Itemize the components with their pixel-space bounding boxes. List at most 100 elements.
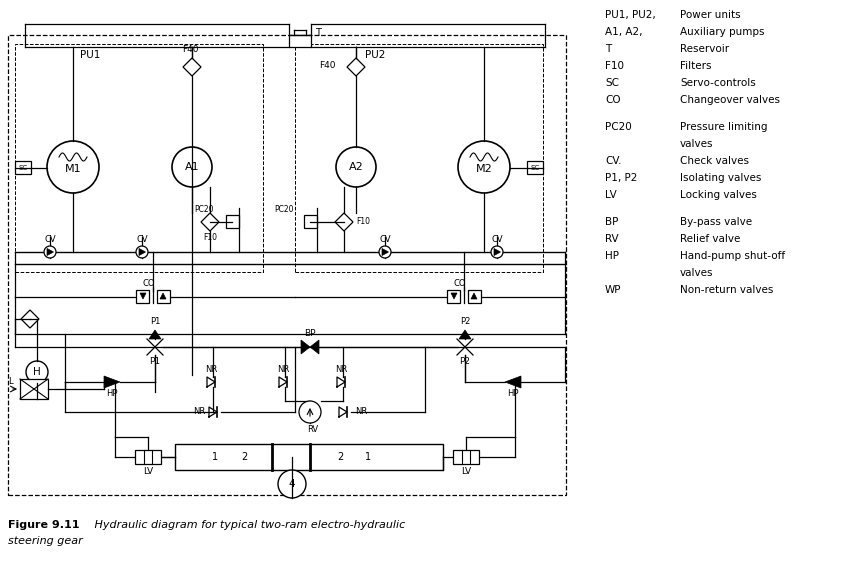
Text: Hydraulic diagram for typical two-ram electro-hydraulic: Hydraulic diagram for typical two-ram el… — [84, 520, 405, 530]
Polygon shape — [104, 376, 120, 388]
Text: LV: LV — [143, 467, 153, 476]
Text: P2: P2 — [460, 357, 471, 366]
Text: NR: NR — [193, 408, 205, 417]
Text: HP: HP — [106, 390, 118, 399]
Bar — [226, 215, 239, 228]
Polygon shape — [160, 293, 166, 299]
Circle shape — [26, 361, 48, 383]
Text: WP: WP — [605, 285, 621, 295]
Bar — [136, 290, 149, 303]
Text: HP: HP — [508, 390, 519, 399]
Polygon shape — [347, 58, 365, 76]
Text: valves: valves — [680, 268, 714, 278]
Text: PU1: PU1 — [80, 50, 100, 60]
Text: Reservoir: Reservoir — [680, 44, 729, 54]
Polygon shape — [21, 310, 39, 328]
Polygon shape — [459, 330, 471, 339]
Polygon shape — [201, 213, 219, 231]
Text: T: T — [605, 44, 611, 54]
Text: PU2: PU2 — [365, 50, 385, 60]
Circle shape — [336, 147, 376, 187]
Text: A1: A1 — [185, 162, 199, 172]
Circle shape — [172, 147, 212, 187]
Bar — [468, 290, 481, 303]
Bar — [20, 379, 48, 399]
Text: Power units: Power units — [680, 10, 740, 20]
Bar — [8, 35, 566, 495]
Bar — [175, 444, 443, 470]
Text: F40: F40 — [319, 61, 336, 70]
Polygon shape — [494, 248, 501, 256]
Text: A1, A2,: A1, A2, — [605, 27, 643, 37]
Bar — [453, 450, 479, 464]
Bar — [289, 35, 311, 47]
Circle shape — [278, 470, 306, 498]
Text: steering gear: steering gear — [8, 536, 83, 546]
Text: valves: valves — [680, 139, 714, 149]
Bar — [447, 290, 460, 303]
Circle shape — [299, 401, 321, 423]
Text: LV: LV — [605, 190, 617, 200]
Text: F10: F10 — [203, 232, 217, 242]
Text: P1, P2: P1, P2 — [605, 173, 638, 183]
Text: M2: M2 — [476, 164, 492, 174]
Text: 1: 1 — [212, 452, 218, 462]
Text: BP: BP — [605, 217, 618, 227]
Text: SC: SC — [531, 165, 539, 171]
Polygon shape — [183, 58, 201, 76]
Bar — [15, 161, 31, 174]
Text: NR: NR — [276, 366, 289, 374]
Polygon shape — [382, 248, 389, 256]
Text: NR: NR — [335, 366, 348, 374]
Circle shape — [379, 246, 391, 258]
Bar — [15, 44, 263, 272]
Text: PC20: PC20 — [194, 205, 214, 214]
Text: F40: F40 — [181, 45, 199, 54]
Text: F10: F10 — [356, 218, 370, 226]
Polygon shape — [301, 340, 310, 354]
Text: T: T — [315, 28, 321, 38]
Bar — [295, 44, 543, 272]
Text: Servo-controls: Servo-controls — [680, 78, 756, 88]
Text: Figure 9.11: Figure 9.11 — [8, 520, 80, 530]
Circle shape — [458, 141, 510, 193]
Text: RV: RV — [307, 425, 318, 434]
Text: CO: CO — [605, 95, 621, 105]
Text: Filters: Filters — [680, 61, 711, 71]
Text: PC20: PC20 — [275, 205, 294, 214]
Text: Non-return valves: Non-return valves — [680, 285, 773, 295]
Text: NR: NR — [355, 408, 367, 417]
Text: F10: F10 — [605, 61, 624, 71]
Text: By-pass valve: By-pass valve — [680, 217, 752, 227]
Text: P1: P1 — [150, 357, 161, 366]
Text: Hand-pump shut-off: Hand-pump shut-off — [680, 251, 785, 261]
Bar — [304, 215, 317, 228]
Text: Check valves: Check valves — [680, 156, 749, 166]
Text: L: L — [8, 378, 12, 387]
Polygon shape — [471, 293, 477, 299]
Text: A2: A2 — [348, 162, 364, 172]
Text: PC20: PC20 — [605, 122, 632, 132]
Text: CV: CV — [491, 235, 502, 244]
Text: H: H — [33, 367, 41, 377]
Text: BP: BP — [304, 328, 316, 337]
Bar — [527, 161, 543, 174]
Bar — [135, 450, 161, 464]
Polygon shape — [149, 330, 161, 339]
Polygon shape — [140, 293, 146, 299]
Text: LV: LV — [461, 467, 471, 476]
Text: NR: NR — [205, 366, 217, 374]
Text: Changeover valves: Changeover valves — [680, 95, 780, 105]
Polygon shape — [505, 376, 521, 388]
Text: CV: CV — [136, 235, 148, 244]
Polygon shape — [139, 248, 146, 256]
Text: CV.: CV. — [605, 156, 621, 166]
Polygon shape — [335, 213, 353, 231]
Text: P2: P2 — [460, 316, 470, 325]
Polygon shape — [451, 293, 457, 299]
Text: M1: M1 — [65, 164, 81, 174]
Circle shape — [136, 246, 148, 258]
Text: RV: RV — [605, 234, 619, 244]
Polygon shape — [47, 248, 53, 256]
Text: Isolating valves: Isolating valves — [680, 173, 761, 183]
